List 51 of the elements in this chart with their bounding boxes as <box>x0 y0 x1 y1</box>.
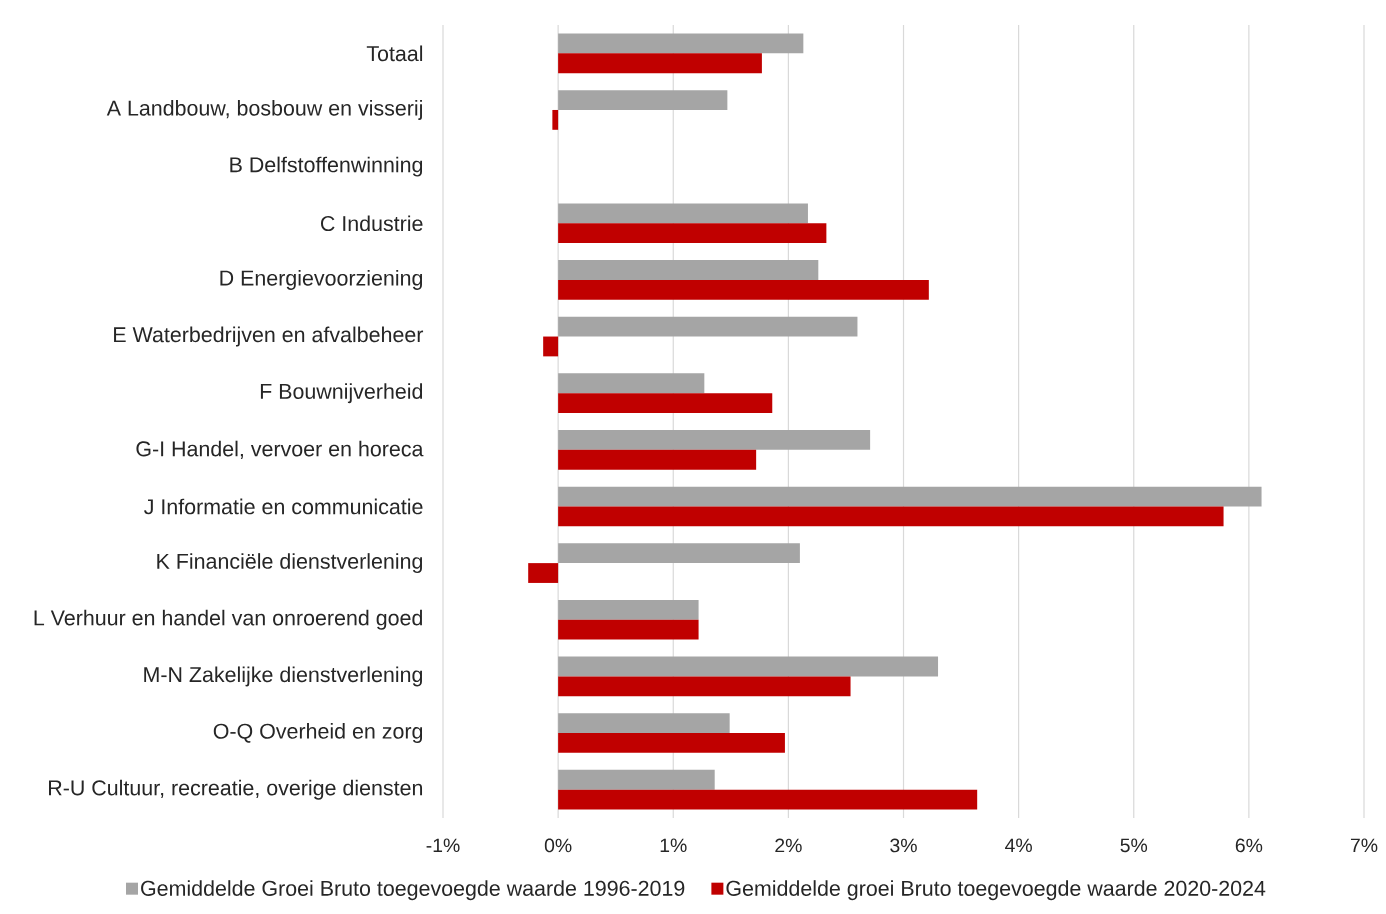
y-tick-label: J Informatie en communicatie <box>144 498 423 515</box>
y-tick-label: C Industrie <box>321 215 423 232</box>
y-tick-label: Totaal <box>366 45 423 62</box>
bar <box>558 449 757 470</box>
y-tick-label: A Landbouw, bosbouw en visserij <box>106 99 422 120</box>
bar <box>543 336 559 357</box>
bar <box>558 430 871 450</box>
bar <box>558 260 819 280</box>
bar <box>558 33 804 54</box>
y-tick-label: R-U Cultuur, recreatie, overige diensten <box>49 779 423 800</box>
y-tick-label: D Energievoorziening <box>220 269 423 290</box>
bar <box>552 109 559 130</box>
y-tick-label: O-Q Overheid en zorg <box>213 723 423 744</box>
y-tick-label: G-I Handel, vervoer en horeca <box>136 440 424 459</box>
bar <box>558 90 728 110</box>
legend-label: Gemiddelde groei Bruto toegevoegde waarde 2020-2024 <box>726 880 1266 901</box>
bar <box>558 733 785 753</box>
x-tick-label: 5% <box>1120 838 1148 853</box>
x-tick-label: 0% <box>544 838 572 853</box>
bar <box>558 279 929 300</box>
y-tick-label: E Waterbedrijven en afvalbeheer <box>114 326 424 347</box>
y-tick-label: B Delfstoffenwinning <box>230 156 423 177</box>
y-tick-label: F Bouwnijverheid <box>260 383 423 404</box>
bar <box>558 789 978 810</box>
y-tick-label: L Verhuur en handel van onroerend goed <box>34 609 422 630</box>
bar <box>558 619 699 640</box>
bar <box>558 599 699 620</box>
bar <box>558 486 1262 507</box>
bar <box>558 543 800 564</box>
bar <box>558 223 827 244</box>
x-tick-label: 1% <box>660 838 687 853</box>
bar <box>558 506 1224 527</box>
x-tick-label: 7% <box>1350 838 1378 853</box>
bar <box>558 656 939 677</box>
bar <box>558 713 730 734</box>
x-tick-label: 3% <box>890 838 917 853</box>
bar <box>558 373 705 394</box>
x-tick-label: -1% <box>426 838 460 853</box>
bar <box>558 676 851 697</box>
bar <box>558 53 762 74</box>
legend-label: Gemiddelde Groei Bruto toegevoegde waarde 1996-2019 <box>141 880 685 901</box>
y-tick-label: K Financiële dienstverlening <box>157 553 423 574</box>
x-tick-label: 4% <box>1005 838 1032 853</box>
y-tick-label: M-N Zakelijke dienstverlening <box>144 666 423 687</box>
bar <box>528 563 559 583</box>
bar <box>558 316 858 337</box>
x-tick-label: 2% <box>775 838 802 853</box>
bar <box>558 769 715 790</box>
bar <box>558 203 808 224</box>
x-tick-label: 6% <box>1235 838 1263 853</box>
bar <box>558 393 773 414</box>
